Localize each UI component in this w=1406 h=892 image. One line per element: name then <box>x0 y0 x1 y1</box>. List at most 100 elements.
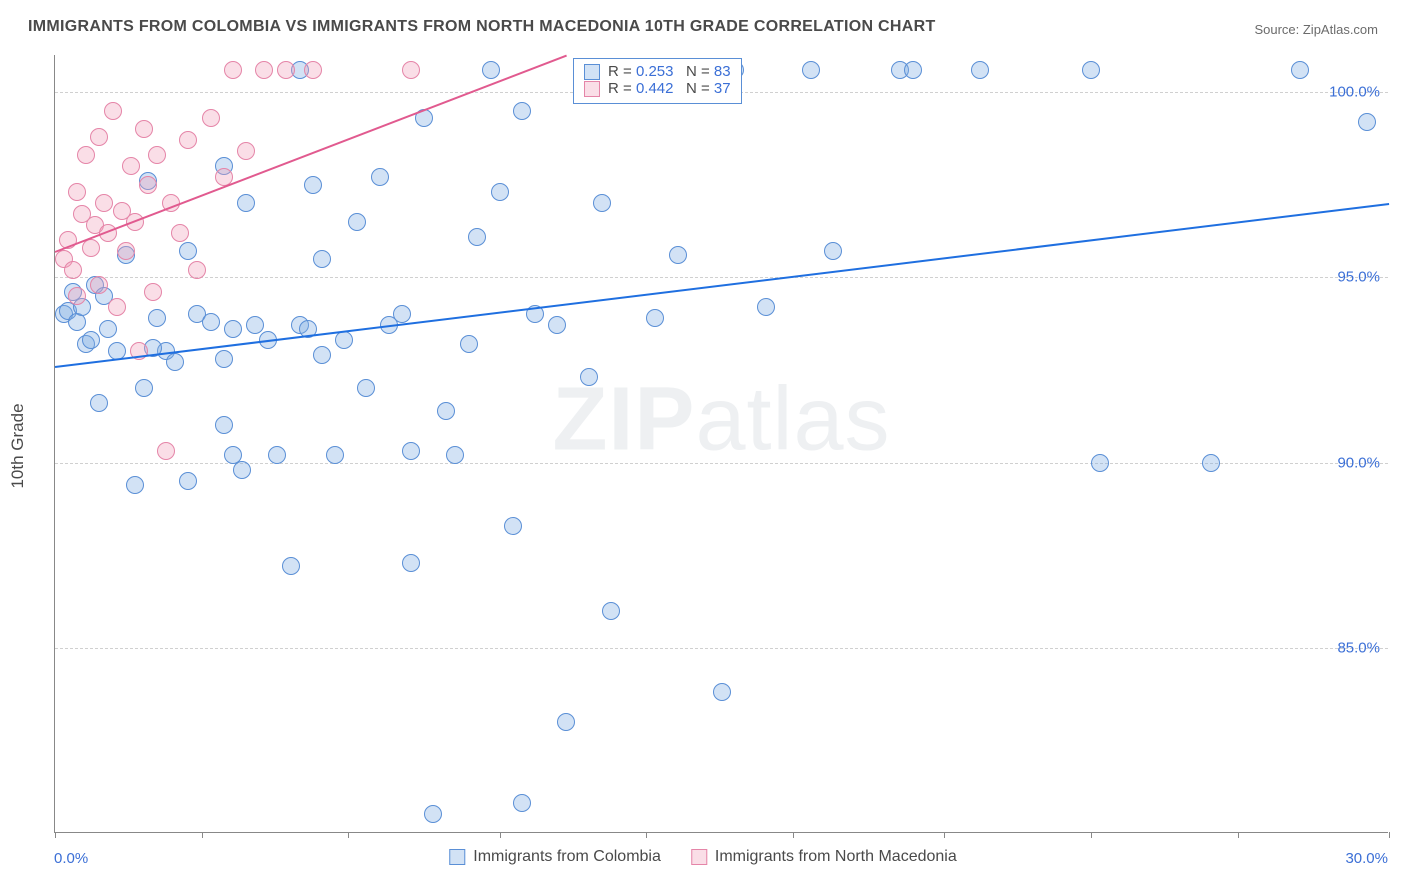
x-tick <box>348 832 349 838</box>
data-point <box>402 442 420 460</box>
data-point <box>215 416 233 434</box>
data-point <box>580 368 598 386</box>
data-point <box>304 61 322 79</box>
data-point <box>215 350 233 368</box>
source-name: ZipAtlas.com <box>1303 22 1378 37</box>
data-point <box>148 146 166 164</box>
data-point <box>90 128 108 146</box>
legend-swatch <box>584 81 600 97</box>
x-axis-max-label: 30.0% <box>1345 850 1388 867</box>
data-point <box>757 298 775 316</box>
gridline <box>55 277 1388 278</box>
data-point <box>1358 113 1376 131</box>
x-tick <box>202 832 203 838</box>
data-point <box>246 316 264 334</box>
data-point <box>68 287 86 305</box>
gridline <box>55 648 1388 649</box>
watermark-bold: ZIP <box>552 370 695 470</box>
source-attribution: Source: ZipAtlas.com <box>1254 22 1378 37</box>
data-point <box>460 335 478 353</box>
legend-swatch <box>584 64 600 80</box>
data-point <box>68 183 86 201</box>
trend-line <box>55 203 1389 368</box>
data-point <box>179 472 197 490</box>
data-point <box>202 313 220 331</box>
data-point <box>1202 454 1220 472</box>
x-tick <box>55 832 56 838</box>
data-point <box>148 309 166 327</box>
legend-stat-text: R = 0.442 N = 37 <box>608 80 731 97</box>
data-point <box>135 120 153 138</box>
data-point <box>357 379 375 397</box>
data-point <box>971 61 989 79</box>
trend-line <box>55 55 567 253</box>
data-point <box>277 61 295 79</box>
data-point <box>348 213 366 231</box>
data-point <box>424 805 442 823</box>
data-point <box>144 283 162 301</box>
data-point <box>202 109 220 127</box>
y-tick-label: 95.0% <box>1337 269 1380 286</box>
data-point <box>188 261 206 279</box>
data-point <box>122 157 140 175</box>
data-point <box>1291 61 1309 79</box>
data-point <box>179 131 197 149</box>
data-point <box>171 224 189 242</box>
gridline <box>55 463 1388 464</box>
x-axis-min-label: 0.0% <box>54 850 88 867</box>
data-point <box>557 713 575 731</box>
bottom-legend-item: Immigrants from North Macedonia <box>691 848 957 866</box>
data-point <box>437 402 455 420</box>
data-point <box>326 446 344 464</box>
data-point <box>393 305 411 323</box>
legend-series-label: Immigrants from Colombia <box>473 848 661 866</box>
data-point <box>468 228 486 246</box>
data-point <box>135 379 153 397</box>
data-point <box>446 446 464 464</box>
y-tick-label: 85.0% <box>1337 639 1380 656</box>
y-tick-label: 90.0% <box>1337 454 1380 471</box>
data-point <box>104 102 122 120</box>
watermark-rest: atlas <box>695 370 890 470</box>
data-point <box>255 61 273 79</box>
data-point <box>824 242 842 260</box>
data-point <box>166 353 184 371</box>
data-point <box>313 346 331 364</box>
data-point <box>904 61 922 79</box>
data-point <box>108 298 126 316</box>
watermark: ZIPatlas <box>552 369 890 472</box>
data-point <box>179 242 197 260</box>
data-point <box>117 242 135 260</box>
legend-stat-text: R = 0.253 N = 83 <box>608 63 731 80</box>
x-tick <box>944 832 945 838</box>
x-tick <box>500 832 501 838</box>
data-point <box>90 276 108 294</box>
plot-area: ZIPatlas 85.0% 90.0% 95.0% 100.0% <box>54 55 1388 833</box>
data-point <box>237 194 255 212</box>
data-point <box>1091 454 1109 472</box>
stats-legend-row: R = 0.253 N = 83 <box>584 63 731 80</box>
x-tick <box>1091 832 1092 838</box>
data-point <box>77 146 95 164</box>
data-point <box>504 517 522 535</box>
data-point <box>491 183 509 201</box>
stats-legend-row: R = 0.442 N = 37 <box>584 80 731 97</box>
legend-swatch <box>691 849 707 865</box>
data-point <box>402 61 420 79</box>
data-point <box>237 142 255 160</box>
source-prefix: Source: <box>1254 22 1302 37</box>
data-point <box>157 442 175 460</box>
bottom-legend-item: Immigrants from Colombia <box>449 848 661 866</box>
y-tick-label: 100.0% <box>1329 84 1380 101</box>
legend-series-label: Immigrants from North Macedonia <box>715 848 957 866</box>
data-point <box>304 176 322 194</box>
data-point <box>99 320 117 338</box>
data-point <box>268 446 286 464</box>
data-point <box>313 250 331 268</box>
data-point <box>224 61 242 79</box>
data-point <box>669 246 687 264</box>
x-tick <box>793 832 794 838</box>
data-point <box>95 194 113 212</box>
data-point <box>233 461 251 479</box>
data-point <box>126 476 144 494</box>
